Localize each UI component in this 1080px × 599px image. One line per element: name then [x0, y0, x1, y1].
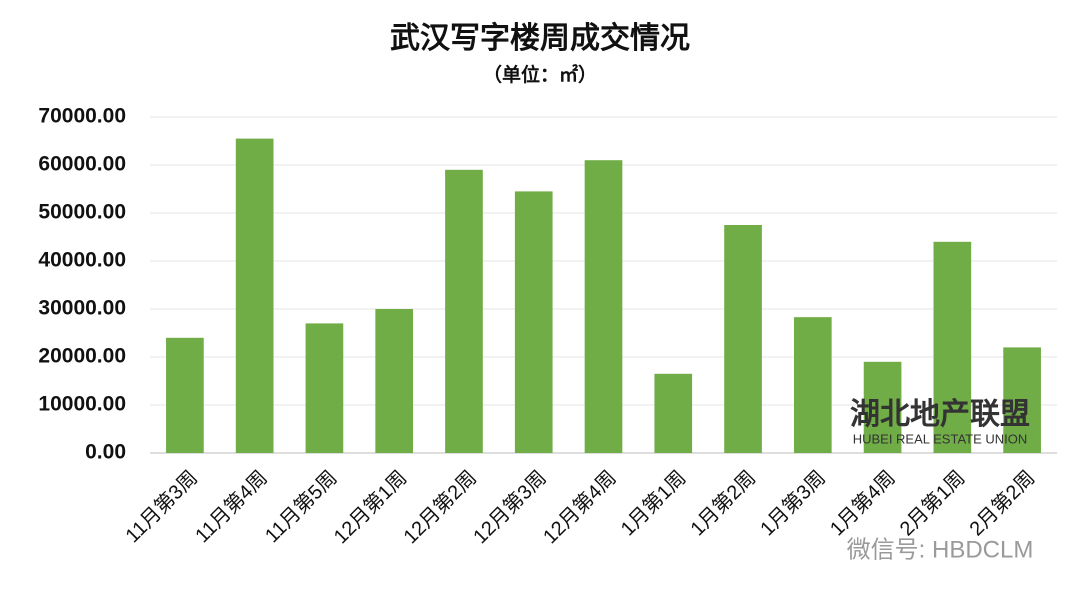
x-tick-label: 12月第3周	[469, 466, 551, 548]
watermark-text: 湖北地产联盟	[850, 398, 1030, 431]
x-tick-label: 1月第1周	[616, 466, 690, 540]
x-tick-label: 11月第5周	[260, 466, 341, 547]
bar	[166, 337, 204, 453]
watermark: 湖北地产联盟 HUBEI REAL ESTATE UNION 微信号: HBDC…	[847, 398, 1034, 563]
x-tick-label: 11月第4周	[191, 466, 272, 547]
y-tick-label: 0.00	[85, 441, 126, 464]
y-tick-label: 60000.00	[38, 153, 126, 176]
plot-area: 0.00 10000.00 20000.00 30000.00 40000.00 5000…	[38, 105, 1057, 548]
chart-subtitle: （单位：㎡）	[483, 63, 597, 86]
chart-title: 武汉写字楼周成交情况	[390, 21, 690, 55]
x-tick-label: 2月第2周	[965, 466, 1039, 540]
bar	[793, 317, 832, 453]
y-tick-label: 30000.00	[38, 297, 126, 320]
y-tick-label: 40000.00	[38, 249, 126, 272]
x-tick-label: 1月第4周	[825, 466, 899, 540]
bar	[445, 169, 483, 454]
x-tick-label: 1月第2周	[686, 466, 760, 540]
bar	[235, 138, 274, 453]
x-tick-label: 12月第1周	[329, 466, 411, 548]
y-tick-label: 10000.00	[38, 393, 126, 416]
watermark-text: 微信号: HBDCLM	[847, 536, 1034, 563]
bar	[514, 191, 553, 453]
x-tick-label: 1月第3周	[756, 466, 830, 540]
x-tick-label: 12月第2周	[399, 466, 481, 548]
bar	[724, 225, 762, 453]
bar	[305, 323, 344, 453]
bar	[584, 160, 623, 453]
bar	[863, 361, 902, 453]
bar	[1003, 347, 1041, 453]
y-tick-label: 20000.00	[38, 345, 126, 368]
watermark-text: HUBEI REAL ESTATE UNION	[853, 431, 1028, 446]
x-tick-label: 11月第3周	[121, 466, 202, 547]
bar	[933, 241, 972, 453]
bar	[654, 373, 693, 453]
y-tick-label: 70000.00	[38, 105, 126, 128]
x-tick-label: 2月第1周	[895, 466, 969, 540]
x-tick-label: 12月第4周	[538, 466, 620, 548]
bar	[375, 309, 414, 453]
y-tick-label: 50000.00	[38, 201, 126, 224]
